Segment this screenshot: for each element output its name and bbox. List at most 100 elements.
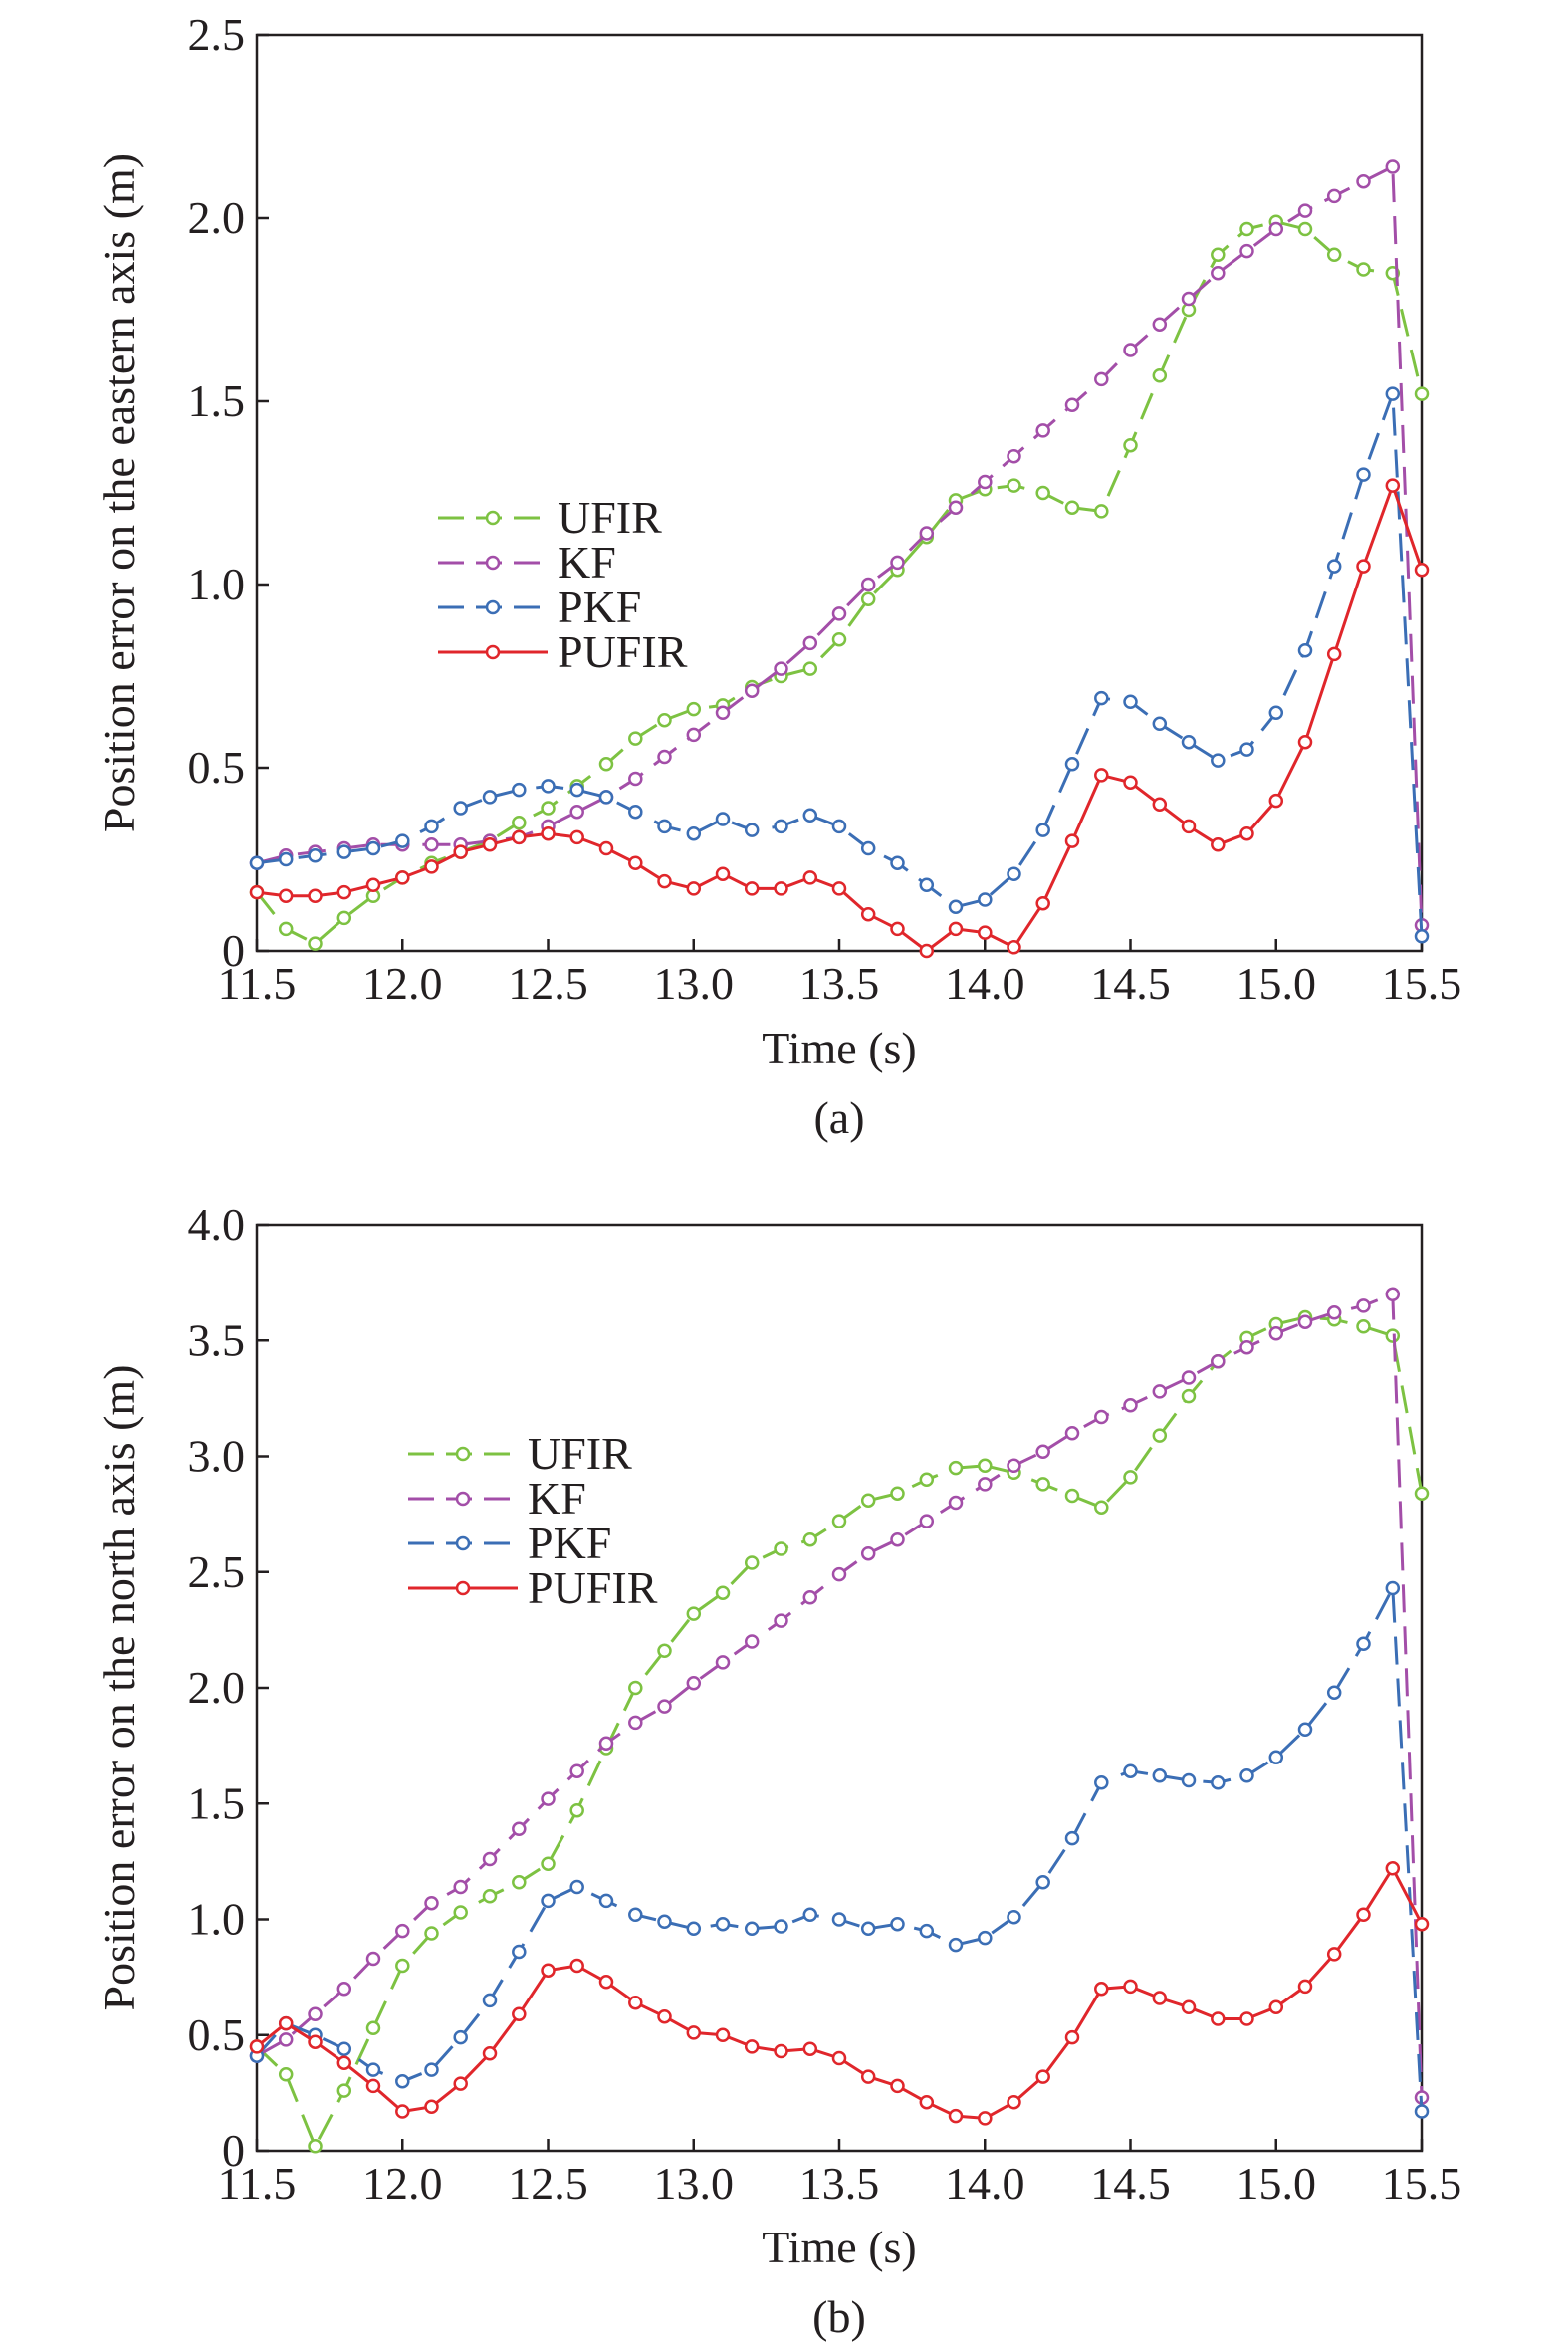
- data-point: [715, 1585, 731, 1600]
- data-point: [919, 877, 935, 893]
- data-point: [482, 1851, 498, 1867]
- x-tick-label: 13.5: [799, 2158, 880, 2209]
- data-point: [1297, 1722, 1313, 1738]
- data-point: [365, 2078, 381, 2094]
- data-point: [831, 1514, 847, 1528]
- legend-item-pufir: PUFIR: [438, 626, 688, 677]
- data-point: [657, 2008, 672, 2024]
- data-point: [1239, 2011, 1254, 2026]
- data-point: [1268, 221, 1284, 237]
- data-point: [1268, 705, 1284, 721]
- data-point: [512, 1821, 527, 1837]
- data-point: [744, 683, 760, 698]
- data-point: [628, 1680, 643, 1696]
- data-point: [802, 2041, 818, 2056]
- data-point: [1211, 753, 1226, 768]
- data-point: [1007, 478, 1021, 493]
- data-point: [569, 1763, 584, 1778]
- data-point: [1181, 1999, 1197, 2015]
- legend-marker: [485, 510, 501, 526]
- data-point: [657, 1643, 672, 1659]
- legend-marker: [455, 1491, 471, 1507]
- data-point: [657, 712, 672, 728]
- series-pkf: [249, 386, 1430, 944]
- data-point: [569, 782, 584, 798]
- x-tick-label: 15.5: [1382, 2158, 1462, 2209]
- data-point: [308, 888, 323, 904]
- data-point: [774, 1541, 788, 1556]
- data-point: [1356, 1907, 1371, 1923]
- y-tick-label: 2.0: [188, 192, 246, 243]
- data-point: [365, 2020, 381, 2036]
- legend-marker: [485, 555, 501, 571]
- data-point: [1123, 775, 1138, 790]
- legend-item-kf: KF: [408, 1473, 586, 1524]
- data-point: [598, 757, 614, 772]
- data-point: [831, 2050, 847, 2066]
- data-point: [1326, 559, 1342, 574]
- data-point: [278, 888, 294, 904]
- data-point: [1297, 1314, 1313, 1329]
- data-point: [948, 2108, 964, 2124]
- data-point: [336, 1982, 352, 1997]
- data-point: [860, 906, 876, 922]
- data-point: [1181, 734, 1197, 750]
- x-tick-label: 15.0: [1236, 2158, 1317, 2209]
- data-point: [1356, 1298, 1371, 1313]
- data-point: [336, 2041, 352, 2056]
- data-point: [482, 790, 498, 805]
- data-point: [1326, 1305, 1342, 1320]
- data-point: [1035, 1477, 1050, 1492]
- legend-label: PKF: [558, 582, 641, 632]
- y-axis-label-b: Position error on the north axis (m): [94, 1364, 144, 2010]
- data-point: [948, 500, 964, 515]
- x-tick-label: 15.0: [1236, 958, 1317, 1009]
- data-point: [1152, 1428, 1168, 1443]
- data-point: [424, 859, 439, 874]
- data-point: [860, 1545, 876, 1561]
- legend-label: PUFIR: [558, 626, 688, 677]
- x-tick-label: 12.0: [362, 958, 443, 1009]
- data-point: [541, 779, 556, 794]
- series-pkf: [249, 1580, 1430, 2119]
- data-point: [1094, 690, 1109, 706]
- y-tick-label: 2.5: [188, 9, 246, 60]
- series-line-pkf: [256, 392, 1424, 937]
- data-point: [628, 771, 643, 787]
- data-point: [919, 1923, 935, 1939]
- data-point: [308, 848, 323, 863]
- data-point: [308, 2139, 323, 2154]
- series-line-pkf: [255, 1586, 1424, 2112]
- data-point: [598, 1975, 614, 1990]
- data-point: [919, 2094, 935, 2110]
- y-tick-label: 0.5: [188, 742, 246, 793]
- data-point: [890, 2078, 905, 2094]
- data-point: [569, 1802, 584, 1818]
- legend-item-pufir: PUFIR: [408, 1562, 658, 1613]
- legend-label: PUFIR: [528, 1562, 658, 1613]
- data-point: [628, 731, 643, 746]
- data-point: [1326, 247, 1342, 263]
- data-point: [598, 1736, 614, 1752]
- data-point: [1152, 716, 1168, 732]
- data-point: [657, 819, 672, 834]
- data-point: [1152, 1384, 1168, 1399]
- data-point: [512, 815, 527, 830]
- data-point: [628, 1715, 643, 1731]
- data-point: [1035, 485, 1050, 501]
- chart-panel-a: 11.5 12.0 12.5 13.0 13.5 14.0 14.5 15.0 15.5 0 0.5…: [94, 9, 1461, 1143]
- data-point: [802, 1531, 818, 1547]
- data-point: [1094, 504, 1109, 519]
- series-kf: [249, 1287, 1430, 2105]
- x-axis-label-b: Time (s): [762, 2222, 917, 2272]
- legend-item-ufir: UFIR: [438, 492, 662, 543]
- data-point: [1007, 448, 1021, 464]
- data-point: [744, 1555, 760, 1570]
- data-point: [1123, 1763, 1138, 1778]
- data-point: [278, 851, 294, 867]
- caption-b: (b): [812, 2291, 866, 2342]
- data-point: [890, 1486, 905, 1501]
- data-point: [1414, 1486, 1430, 1501]
- data-point: [919, 526, 935, 541]
- data-point: [715, 812, 731, 826]
